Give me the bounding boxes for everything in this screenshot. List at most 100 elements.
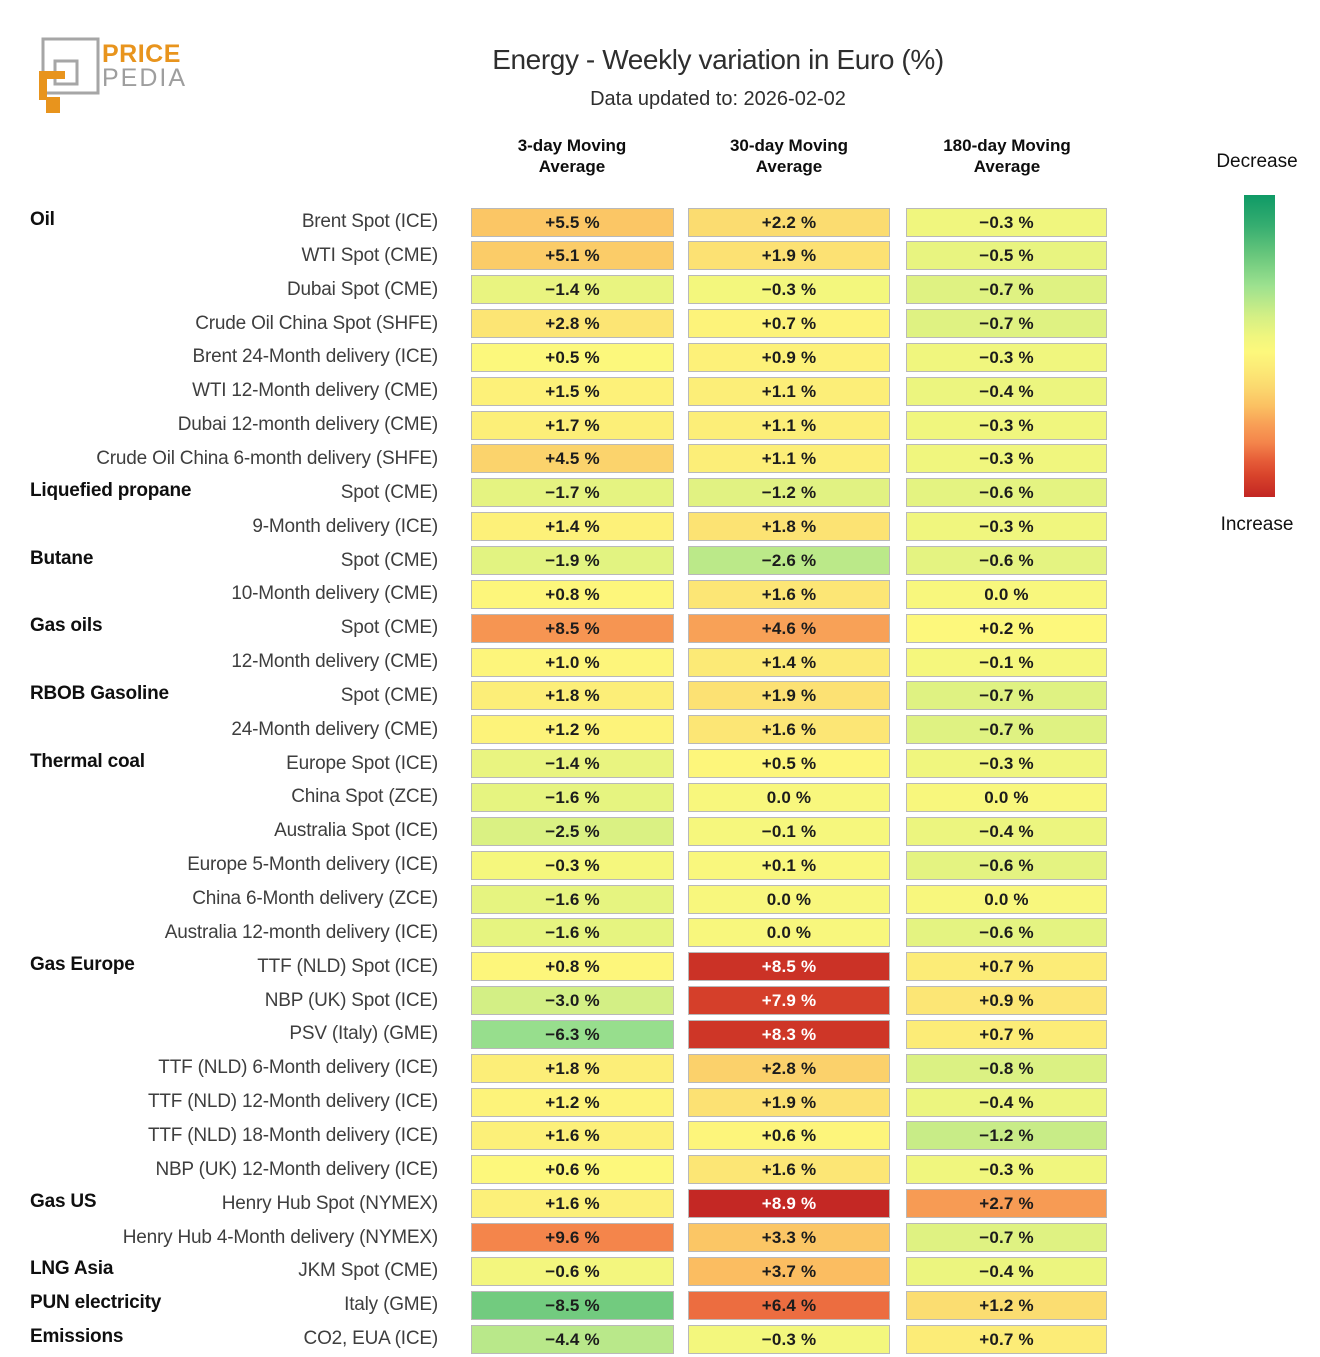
heatmap-cell: +1.6 % <box>688 715 890 745</box>
heatmap-cell: −3.0 % <box>471 986 674 1016</box>
category-label: Emissions <box>30 1326 124 1348</box>
row-label: Australia Spot (ICE) <box>274 820 438 842</box>
row-label: China 6-Month delivery (ZCE) <box>192 888 438 909</box>
heatmap-cell: −1.6 % <box>471 884 674 914</box>
heatmap-cell: +0.7 % <box>906 952 1107 982</box>
row-label: 24-Month delivery (CME) <box>231 718 438 740</box>
pricepedia-logo: PRICE PEDIA <box>38 36 288 116</box>
row-label: Spot (CME) <box>340 617 438 639</box>
heatmap-cell: +8.3 % <box>688 1019 890 1049</box>
heatmap-cell: +1.9 % <box>688 681 890 711</box>
heatmap-cell: +4.6 % <box>688 613 890 643</box>
heatmap-cell: +0.9 % <box>688 342 890 372</box>
heatmap-cell: −2.6 % <box>688 546 890 575</box>
heatmap-cell: −0.3 % <box>906 512 1107 542</box>
heatmap-cell: +0.7 % <box>906 1324 1107 1354</box>
heatmap-cell: +1.9 % <box>688 1087 890 1117</box>
heatmap-cell: −0.3 % <box>906 342 1107 372</box>
row-label: TTF (NLD) 12-Month delivery (ICE) <box>147 1091 438 1113</box>
heatmap-cell: −0.4 % <box>906 376 1107 406</box>
column-header-30day: 30-day Moving Average <box>729 136 849 176</box>
heatmap-cell: −0.3 % <box>688 1324 890 1354</box>
heatmap-cell: −0.4 % <box>906 1087 1107 1117</box>
pricepedia-logo-text: PRICE PEDIA <box>102 42 188 92</box>
heatmap-cell: −0.6 % <box>906 918 1107 948</box>
heatmap-cell: 0.0 % <box>906 782 1107 812</box>
heatmap-cell: +1.0 % <box>471 647 674 677</box>
heatmap-cell: −0.3 % <box>906 410 1107 440</box>
heatmap-cell: −2.5 % <box>471 816 674 846</box>
row-label: Brent 24-Month delivery (ICE) <box>192 346 438 368</box>
heatmap-cell: +0.2 % <box>906 613 1107 643</box>
row-label: WTI Spot (CME) <box>301 244 438 266</box>
heatmap-cell: +2.8 % <box>471 309 674 339</box>
heatmap-cell: +1.8 % <box>471 1053 674 1083</box>
heatmap-cell: 0.0 % <box>906 579 1107 609</box>
heatmap-cell: +1.1 % <box>688 410 890 440</box>
legend-decrease-label: Decrease <box>1216 151 1298 172</box>
heatmap-cell: −0.3 % <box>906 749 1107 779</box>
heatmap-cell: +1.4 % <box>688 647 890 677</box>
heatmap-cell: 0.0 % <box>688 884 890 914</box>
category-label: PUN electricity <box>30 1292 162 1314</box>
heatmap-cell: +1.5 % <box>471 376 674 406</box>
row-label: NBP (UK) Spot (ICE) <box>264 989 438 1011</box>
heatmap-cell: +1.6 % <box>688 579 890 609</box>
heatmap-cell: −0.1 % <box>688 816 890 846</box>
row-label: Dubai Spot (CME) <box>287 278 438 300</box>
row-label: Europe Spot (ICE) <box>286 752 438 774</box>
heatmap-cell: −0.7 % <box>906 715 1107 745</box>
row-label: Henry Hub Spot (NYMEX) <box>221 1192 438 1214</box>
logo-pedia-label: PEDIA <box>102 64 188 92</box>
heatmap-cell: −0.3 % <box>906 1155 1107 1185</box>
heatmap-cell: +4.5 % <box>471 444 674 474</box>
heatmap-cell: −1.2 % <box>688 478 890 508</box>
heatmap-cell: +3.7 % <box>688 1256 890 1286</box>
heatmap-cell: +8.5 % <box>688 952 890 982</box>
heatmap-cell: +0.8 % <box>471 952 674 982</box>
row-label: Henry Hub 4-Month delivery (NYMEX) <box>122 1226 438 1248</box>
heatmap-cell: +1.2 % <box>471 715 674 745</box>
heatmap-cell: −0.3 % <box>688 275 890 305</box>
heatmap-cell: +2.8 % <box>688 1053 890 1083</box>
row-label: 10-Month delivery (CME) <box>231 583 438 605</box>
heatmap-cell: +1.6 % <box>688 1155 890 1185</box>
category-label: Thermal coal <box>30 750 145 772</box>
row-label: Crude Oil China Spot (SHFE) <box>195 312 438 334</box>
category-label: Oil <box>30 209 55 230</box>
row-label: Spot (CME) <box>340 481 438 503</box>
category-label: Liquefied propane <box>30 479 192 501</box>
heatmap-cell: 0.0 % <box>688 918 890 948</box>
row-label: Australia 12-month delivery (ICE) <box>164 921 438 943</box>
heatmap-cell: +0.9 % <box>906 986 1107 1016</box>
heatmap-cell: +0.5 % <box>688 749 890 779</box>
heatmap-cell: −0.1 % <box>906 647 1107 677</box>
heatmap-cell: +5.1 % <box>471 241 674 271</box>
heatmap-cell: −0.6 % <box>906 478 1107 508</box>
category-label: Gas Europe <box>30 953 135 975</box>
heatmap-cell: −0.6 % <box>906 850 1107 880</box>
heatmap-cell: 0.0 % <box>688 782 890 812</box>
row-label: Dubai 12-month delivery (CME) <box>177 414 438 436</box>
heatmap-cell: +1.4 % <box>471 512 674 542</box>
heatmap-cell: +0.7 % <box>688 309 890 339</box>
heatmap-cell: +1.1 % <box>688 444 890 474</box>
category-label: Gas oils <box>30 615 103 637</box>
heatmap-cell: +0.5 % <box>471 342 674 372</box>
category-label: LNG Asia <box>30 1258 114 1280</box>
heatmap-cell: 0.0 % <box>906 884 1107 914</box>
heatmap-cell: −0.3 % <box>471 850 674 880</box>
heatmap-cell: −1.6 % <box>471 918 674 948</box>
column-header-180day: 180-day Moving Average <box>943 136 1071 176</box>
row-label: Spot (CME) <box>340 684 438 706</box>
heatmap-cell: +0.6 % <box>688 1121 890 1151</box>
row-label: TTF (NLD) 18-Month delivery (ICE) <box>147 1124 438 1146</box>
heatmap-cell: −0.4 % <box>906 1256 1107 1286</box>
heatmap-cell: +1.1 % <box>688 376 890 406</box>
heatmap-cell: −1.4 % <box>471 275 674 305</box>
heatmap-cell: −4.4 % <box>471 1324 674 1354</box>
heatmap-cell: −0.8 % <box>906 1053 1107 1083</box>
heatmap-cell: +1.2 % <box>471 1087 674 1117</box>
heatmap-cell: −0.7 % <box>906 275 1107 305</box>
row-label: Brent Spot (ICE) <box>301 211 438 232</box>
